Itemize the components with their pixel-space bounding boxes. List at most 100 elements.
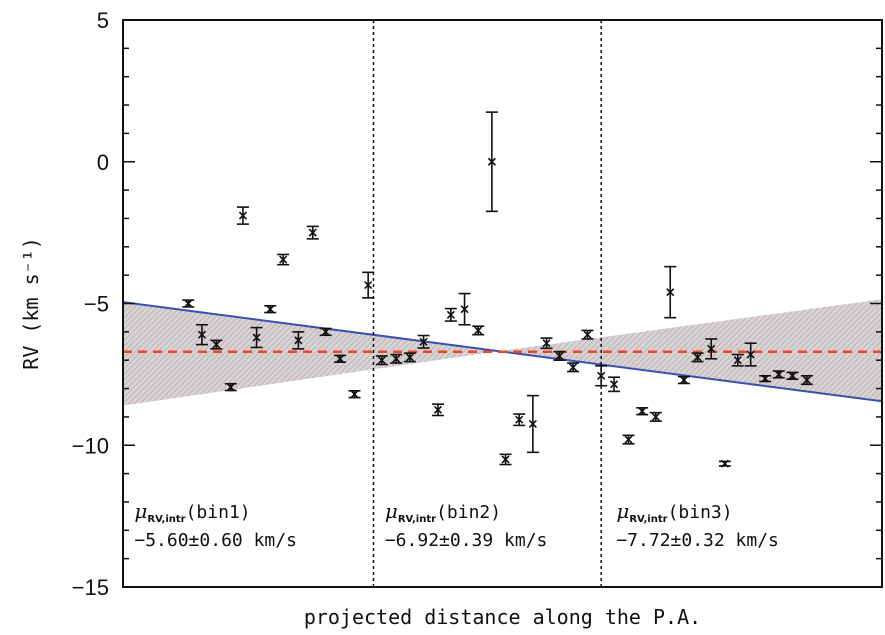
data-point: [195, 323, 208, 346]
point-marker: [666, 288, 675, 297]
data-point: [236, 206, 249, 225]
data-point: [319, 327, 332, 337]
mu-subscript: RV,intr: [398, 514, 436, 525]
point-marker: [569, 363, 578, 372]
data-point: [664, 265, 677, 319]
data-point: [513, 413, 526, 427]
point-marker: [279, 255, 288, 264]
point-marker: [597, 371, 606, 380]
bin-2-label: μRV,intr(bin2): [385, 499, 501, 525]
point-marker: [733, 356, 742, 365]
y-tick-labels: 5 0 −5 −10 −15: [72, 8, 109, 600]
point-marker: [487, 157, 496, 166]
point-marker: [238, 211, 247, 220]
y-tick-label: −5: [84, 292, 109, 317]
point-marker: [308, 228, 317, 237]
data-point: [250, 326, 263, 349]
point-marker: [720, 459, 729, 468]
point-marker: [350, 390, 359, 399]
point-marker: [774, 370, 783, 379]
data-point: [499, 453, 512, 466]
mu-symbol: μ: [134, 499, 147, 523]
y-tick-label: 5: [97, 8, 109, 33]
point-marker: [515, 415, 524, 424]
bin-name: (bin2): [436, 502, 501, 523]
data-point: [595, 365, 608, 387]
data-point: [731, 353, 744, 367]
y-tick-label: −10: [72, 433, 109, 458]
data-point: [744, 342, 757, 367]
point-marker: [460, 305, 469, 314]
data-point: [431, 403, 444, 417]
y-tick-label: 0: [97, 150, 109, 175]
data-point: [403, 352, 416, 363]
data-point: [772, 370, 785, 379]
point-marker: [761, 374, 770, 383]
bin-dividers: [372, 20, 602, 587]
bin-annotations: μRV,intr(bin1)−5.60±0.60 km/sμRV,intr(bi…: [134, 499, 779, 551]
point-marker: [336, 354, 345, 363]
data-point: [306, 225, 319, 240]
data-point: [417, 334, 430, 349]
point-marker: [555, 351, 564, 361]
mu-subscript: RV,intr: [629, 514, 667, 525]
data-point: [390, 353, 403, 364]
data-point: [759, 374, 772, 383]
point-marker: [610, 380, 619, 389]
data-point: [540, 337, 553, 350]
data-point: [553, 350, 566, 362]
data-point: [472, 325, 485, 336]
data-point: [334, 354, 347, 363]
plot-area: [123, 20, 882, 587]
data-point: [182, 299, 195, 308]
axis-ticks: [123, 19, 882, 588]
point-marker: [377, 356, 386, 365]
point-marker: [419, 337, 428, 346]
point-marker: [651, 412, 660, 421]
data-point: [264, 304, 277, 314]
point-marker: [184, 299, 193, 308]
data-point: [567, 362, 580, 373]
data-point: [458, 292, 471, 326]
data-point: [786, 371, 799, 380]
bin-3-value: −7.72±0.32 km/s: [616, 530, 779, 551]
bin-name: (bin1): [186, 502, 251, 523]
point-marker: [266, 305, 275, 314]
data-point: [444, 307, 457, 322]
bin-name: (bin3): [668, 502, 733, 523]
data-points: [182, 111, 813, 468]
data-point: [526, 394, 539, 454]
point-marker: [474, 326, 483, 335]
point-marker: [321, 327, 330, 336]
data-point: [581, 329, 594, 340]
bin-1-value: −5.60±0.60 km/s: [134, 530, 297, 551]
y-tick-label: −15: [72, 575, 109, 600]
bin-1-label: μRV,intr(bin1): [134, 499, 250, 525]
point-marker: [788, 371, 797, 380]
mu-subscript: RV,intr: [147, 514, 185, 525]
point-marker: [405, 353, 414, 362]
point-marker: [197, 330, 207, 339]
point-marker: [433, 405, 443, 414]
point-marker: [542, 339, 551, 348]
point-marker: [364, 281, 373, 290]
point-marker: [638, 407, 647, 416]
data-point: [277, 253, 290, 266]
point-marker: [501, 455, 510, 464]
data-point: [636, 407, 649, 416]
data-point: [292, 331, 305, 350]
data-point: [622, 434, 635, 445]
bin-3-label: μRV,intr(bin3): [616, 499, 732, 525]
point-marker: [392, 354, 401, 363]
point-marker: [446, 310, 455, 319]
point-marker: [212, 340, 221, 349]
mu-symbol: μ: [616, 499, 629, 523]
point-marker: [707, 344, 716, 353]
mu-symbol: μ: [385, 499, 398, 523]
data-point: [362, 271, 375, 299]
point-marker: [624, 435, 633, 444]
point-marker: [252, 333, 261, 342]
x-axis-label: projected distance along the P.A.: [304, 605, 701, 629]
data-point: [375, 355, 388, 366]
data-point: [705, 338, 718, 360]
